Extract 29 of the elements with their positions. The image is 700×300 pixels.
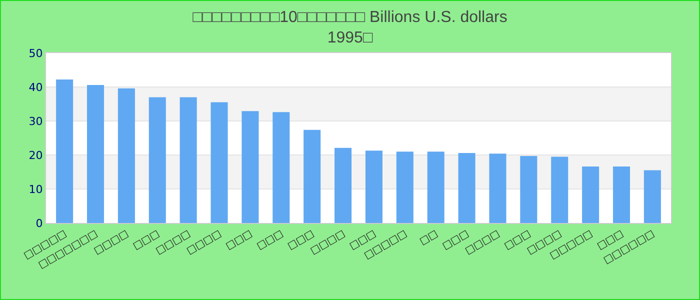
bar: [396, 152, 414, 223]
y-tick-label: 30: [28, 114, 43, 128]
bar: [427, 152, 444, 223]
bar: [272, 112, 290, 223]
bar: [458, 152, 476, 223]
y-tick-label: 50: [28, 46, 43, 60]
bar: [148, 97, 166, 223]
bar: [612, 166, 630, 223]
bar: [180, 97, 197, 223]
bar: [520, 156, 538, 223]
bar: [242, 111, 259, 223]
y-tick-label: 40: [28, 80, 43, 94]
bar: [56, 80, 74, 223]
bar: [304, 130, 321, 223]
y-tick-label: 20: [28, 148, 43, 162]
bar: [210, 102, 228, 223]
chart-subtitle: 1995□: [327, 30, 373, 47]
bar: [582, 166, 600, 223]
bar: [644, 170, 661, 223]
bar: [551, 156, 568, 223]
bar: [489, 154, 506, 223]
bar: [365, 150, 382, 223]
chart-title: □□□□□□□□□10□□□□□□□ Billions U.S. dollars: [192, 8, 508, 26]
y-tick-label: 10: [28, 182, 43, 196]
y-tick-label: 0: [36, 216, 43, 230]
bar: [118, 88, 135, 223]
bar: [334, 148, 352, 223]
x-tick-label: □□: [418, 228, 440, 248]
bar: [87, 84, 104, 223]
